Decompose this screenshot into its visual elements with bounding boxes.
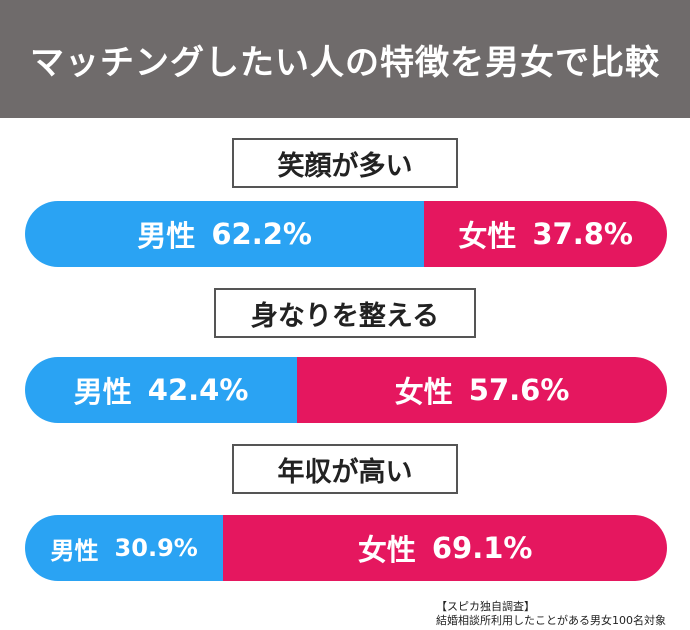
male-bar-segment: 男性 30.9% [25,515,224,581]
category-label-text: 身なりを整える [250,300,440,332]
male-series-label: 男性 [50,536,99,565]
female-value-label: 57.6% [468,373,570,407]
chart-title: マッチングしたい人の特徴を男女で比較 [30,42,660,83]
female-series-label: 女性 [394,375,453,409]
male-bar-segment: 男性 62.2% [25,201,425,267]
male-bar-segment: 男性 42.4% [25,357,298,423]
category-label-1: 笑顔が多い [232,138,458,188]
source-note: 【スピカ独自調査】 結婚相談所利用したことがある男女100名対象 [436,600,666,628]
male-value-label: 62.2% [211,217,312,251]
female-series-label: 女性 [357,533,416,567]
female-bar-segment: 女性 69.1% [223,515,667,581]
male-series-label: 男性 [137,219,196,253]
male-series-label: 男性 [73,375,132,409]
female-bar-segment: 女性 57.6% [297,357,667,423]
category-label-3: 年収が高い [232,444,458,494]
male-value-label: 30.9% [114,534,198,562]
source-line-2: 結婚相談所利用したことがある男女100名対象 [436,614,666,627]
category-label-text: 年収が高い [277,456,413,488]
chart-header: マッチングしたい人の特徴を男女で比較 [0,0,690,118]
bar-row-3: 男性 30.9% 女性 69.1% [25,515,667,581]
female-value-label: 37.8% [532,217,633,251]
female-value-label: 69.1% [431,531,533,565]
category-label-text: 笑顔が多い [277,150,413,182]
female-series-label: 女性 [458,219,517,253]
source-line-1: 【スピカ独自調査】 [436,600,535,613]
female-bar-segment: 女性 37.8% [424,201,667,267]
bar-row-2: 男性 42.4% 女性 57.6% [25,357,667,423]
category-label-2: 身なりを整える [214,288,476,338]
bar-row-1: 男性 62.2% 女性 37.8% [25,201,667,267]
male-value-label: 42.4% [147,373,249,407]
